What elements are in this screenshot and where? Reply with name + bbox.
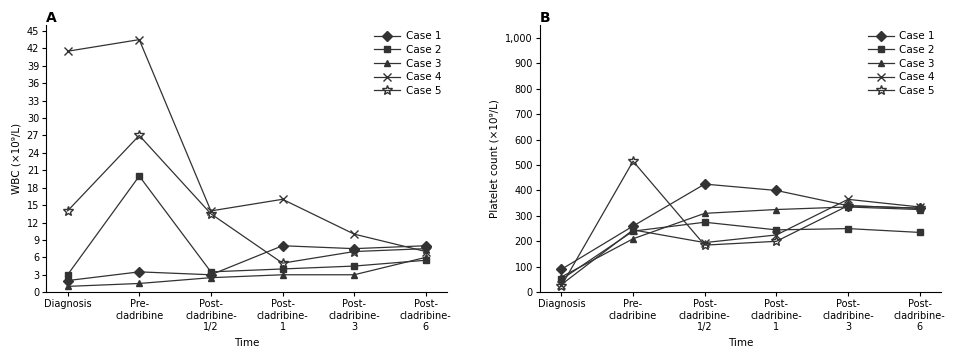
Case 3 [842, 205, 853, 209]
Case 4 [556, 283, 567, 287]
Line: Case 4: Case 4 [557, 195, 924, 289]
Case 3 [133, 281, 145, 286]
Case 5 [276, 261, 288, 265]
Case 2 [276, 267, 288, 271]
Case 4 [627, 228, 638, 232]
Case 5 [842, 204, 853, 208]
Case 1 [205, 272, 217, 277]
Case 2 [627, 229, 638, 233]
Case 1 [556, 267, 567, 271]
Text: A: A [46, 11, 57, 25]
Case 2 [420, 258, 432, 262]
Line: Case 2: Case 2 [558, 219, 924, 283]
Line: Case 5: Case 5 [62, 131, 431, 268]
Case 2 [61, 272, 73, 277]
Case 5 [348, 250, 360, 254]
Case 1 [914, 206, 925, 210]
Line: Case 2: Case 2 [64, 173, 429, 278]
Legend: Case 1, Case 2, Case 3, Case 4, Case 5: Case 1, Case 2, Case 3, Case 4, Case 5 [865, 28, 938, 99]
Case 5 [61, 209, 73, 213]
Case 4 [133, 37, 145, 42]
Case 4 [205, 209, 217, 213]
Case 3 [556, 275, 567, 279]
Case 3 [205, 275, 217, 280]
X-axis label: Time: Time [234, 338, 259, 348]
Y-axis label: WBC (×10⁹/L): WBC (×10⁹/L) [12, 123, 21, 194]
Line: Case 3: Case 3 [64, 254, 429, 290]
Case 4 [420, 250, 432, 254]
Case 5 [771, 239, 782, 243]
Case 2 [914, 230, 925, 234]
Case 3 [420, 255, 432, 260]
Line: Case 1: Case 1 [64, 242, 429, 284]
Line: Case 3: Case 3 [558, 204, 924, 280]
Case 5 [627, 159, 638, 163]
Case 1 [842, 204, 853, 208]
Line: Case 5: Case 5 [557, 156, 924, 291]
Y-axis label: Platelet count (×10⁹/L): Platelet count (×10⁹/L) [490, 99, 500, 218]
Text: B: B [540, 11, 550, 25]
Case 4 [348, 232, 360, 236]
Case 1 [420, 244, 432, 248]
Line: Case 4: Case 4 [63, 36, 430, 256]
Case 5 [556, 284, 567, 288]
Case 1 [133, 270, 145, 274]
Case 5 [699, 243, 710, 247]
Legend: Case 1, Case 2, Case 3, Case 4, Case 5: Case 1, Case 2, Case 3, Case 4, Case 5 [372, 28, 444, 99]
Case 1 [627, 224, 638, 228]
Case 3 [61, 284, 73, 289]
Case 4 [914, 205, 925, 209]
Case 2 [348, 264, 360, 268]
Case 1 [348, 247, 360, 251]
Case 4 [842, 197, 853, 201]
Case 4 [61, 49, 73, 53]
Case 2 [842, 227, 853, 231]
Case 2 [205, 270, 217, 274]
Case 3 [699, 211, 710, 215]
Line: Case 1: Case 1 [558, 181, 924, 273]
Case 4 [699, 241, 710, 245]
Case 1 [771, 188, 782, 192]
Case 4 [771, 233, 782, 237]
X-axis label: Time: Time [728, 338, 754, 348]
Case 3 [627, 237, 638, 241]
Case 1 [699, 182, 710, 186]
Case 2 [133, 174, 145, 178]
Case 4 [276, 197, 288, 201]
Case 1 [276, 244, 288, 248]
Case 5 [205, 212, 217, 216]
Case 5 [914, 206, 925, 210]
Case 3 [771, 208, 782, 212]
Case 2 [556, 277, 567, 281]
Case 2 [771, 228, 782, 232]
Case 5 [420, 247, 432, 251]
Case 1 [61, 279, 73, 283]
Case 5 [133, 133, 145, 137]
Case 3 [348, 272, 360, 277]
Case 3 [914, 208, 925, 212]
Case 3 [276, 272, 288, 277]
Case 2 [699, 220, 710, 224]
